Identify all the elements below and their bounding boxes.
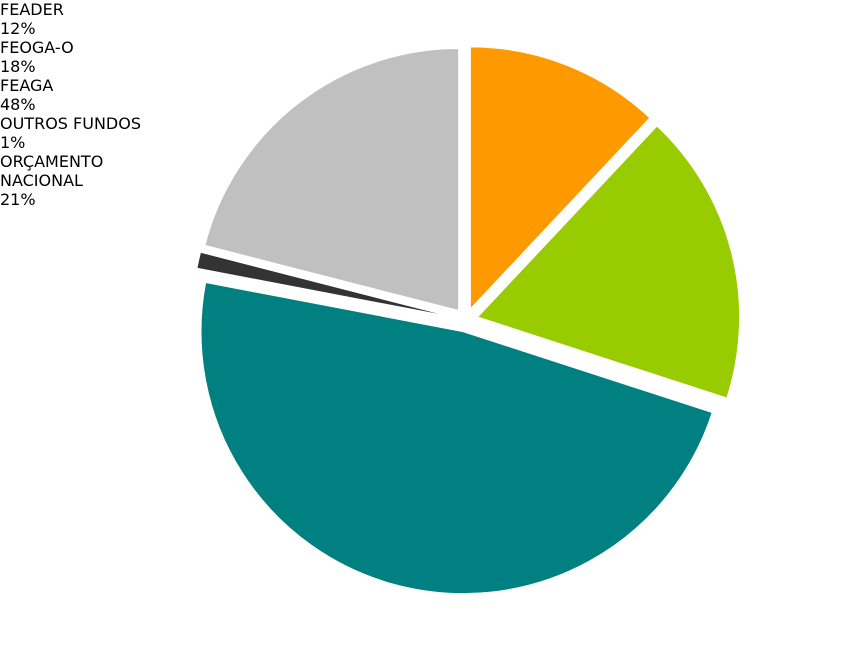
slice-label: FEOGA-O 18% — [0, 38, 843, 76]
slice-label: FEAGA 48% — [0, 76, 843, 114]
category-label: ORÇAMENTO NACIONAL — [0, 152, 104, 190]
slice-label: OUTROS FUNDOS 1% — [0, 114, 843, 152]
value-label: 21% — [0, 190, 36, 209]
pie-slice — [469, 46, 651, 311]
value-label: 48% — [0, 95, 36, 114]
category-label: FEOGA-O — [0, 38, 74, 57]
category-label: FEAGA — [0, 76, 54, 95]
pie-slice — [200, 281, 713, 595]
value-label: 18% — [0, 57, 36, 76]
slice-label: ORÇAMENTO NACIONAL 21% — [0, 152, 160, 209]
pie-slice — [204, 48, 460, 312]
category-label: FEADER — [0, 0, 64, 19]
slice-label: FEADER 12% — [0, 0, 843, 38]
value-label: 12% — [0, 19, 36, 38]
pie-slice — [196, 251, 455, 318]
pie-slice — [476, 125, 741, 399]
value-label: 1% — [0, 133, 26, 152]
category-label: OUTROS FUNDOS — [0, 114, 141, 133]
